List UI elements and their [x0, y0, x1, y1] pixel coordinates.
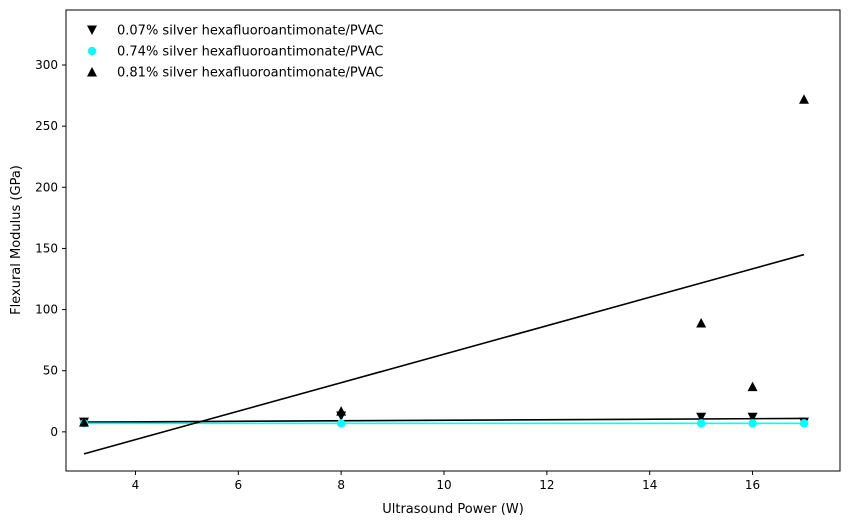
series-1-point-4	[747, 412, 758, 423]
series-2-point-5	[799, 419, 809, 428]
series-3-point-3	[696, 318, 707, 328]
legend: 0.07% silver hexafluoroantimonate/PVAC 0.…	[87, 24, 384, 81]
series-2-point-2	[336, 419, 346, 428]
y-axis-label: Flexural Modulus (GPa)	[9, 165, 24, 315]
series-3-point-1	[79, 417, 89, 427]
y-tick-label: 50	[43, 364, 58, 378]
legend-label-3: 0.81% silver hexafluoroantimonate/PVAC	[117, 66, 384, 81]
series-1-point-3	[696, 412, 707, 423]
data-points	[79, 94, 809, 428]
legend-marker-3	[87, 67, 97, 77]
x-tick-label: 4	[132, 478, 140, 492]
fit-line-3	[83, 253, 805, 455]
series-2-point-3	[696, 419, 706, 428]
series-3-point-4	[747, 381, 758, 392]
x-tick-label: 6	[234, 478, 242, 492]
x-tick-label: 14	[642, 478, 657, 492]
plot-area	[65, 9, 841, 472]
x-tick-label: 16	[745, 478, 760, 492]
x-tick-label: 8	[337, 478, 345, 492]
legend-label-2: 0.74% silver hexafluoroantimonate/PVAC	[117, 45, 384, 60]
y-tick-label: 200	[35, 180, 58, 194]
x-tick-label: 12	[539, 478, 554, 492]
series-3-point-2	[336, 406, 347, 416]
x-axis-ticks: 4 6 8 10 12 14 16	[132, 471, 760, 492]
series-3-point-5	[799, 94, 809, 104]
x-tick-label: 10	[436, 478, 451, 492]
legend-label-1: 0.07% silver hexafluoroantimonate/PVAC	[117, 24, 384, 39]
x-axis-label: Ultrasound Power (W)	[382, 502, 524, 517]
y-tick-label: 150	[35, 241, 58, 255]
y-tick-label: 0	[50, 425, 58, 439]
fit-lines	[83, 253, 805, 455]
y-tick-label: 300	[35, 58, 58, 72]
y-tick-label: 100	[35, 303, 58, 317]
legend-marker-1	[87, 25, 97, 35]
legend-marker-2	[87, 46, 97, 56]
y-axis-ticks: 0 50 100 150 200 250 300	[35, 58, 66, 439]
series-2-point-4	[748, 419, 757, 428]
y-tick-label: 250	[35, 119, 58, 133]
